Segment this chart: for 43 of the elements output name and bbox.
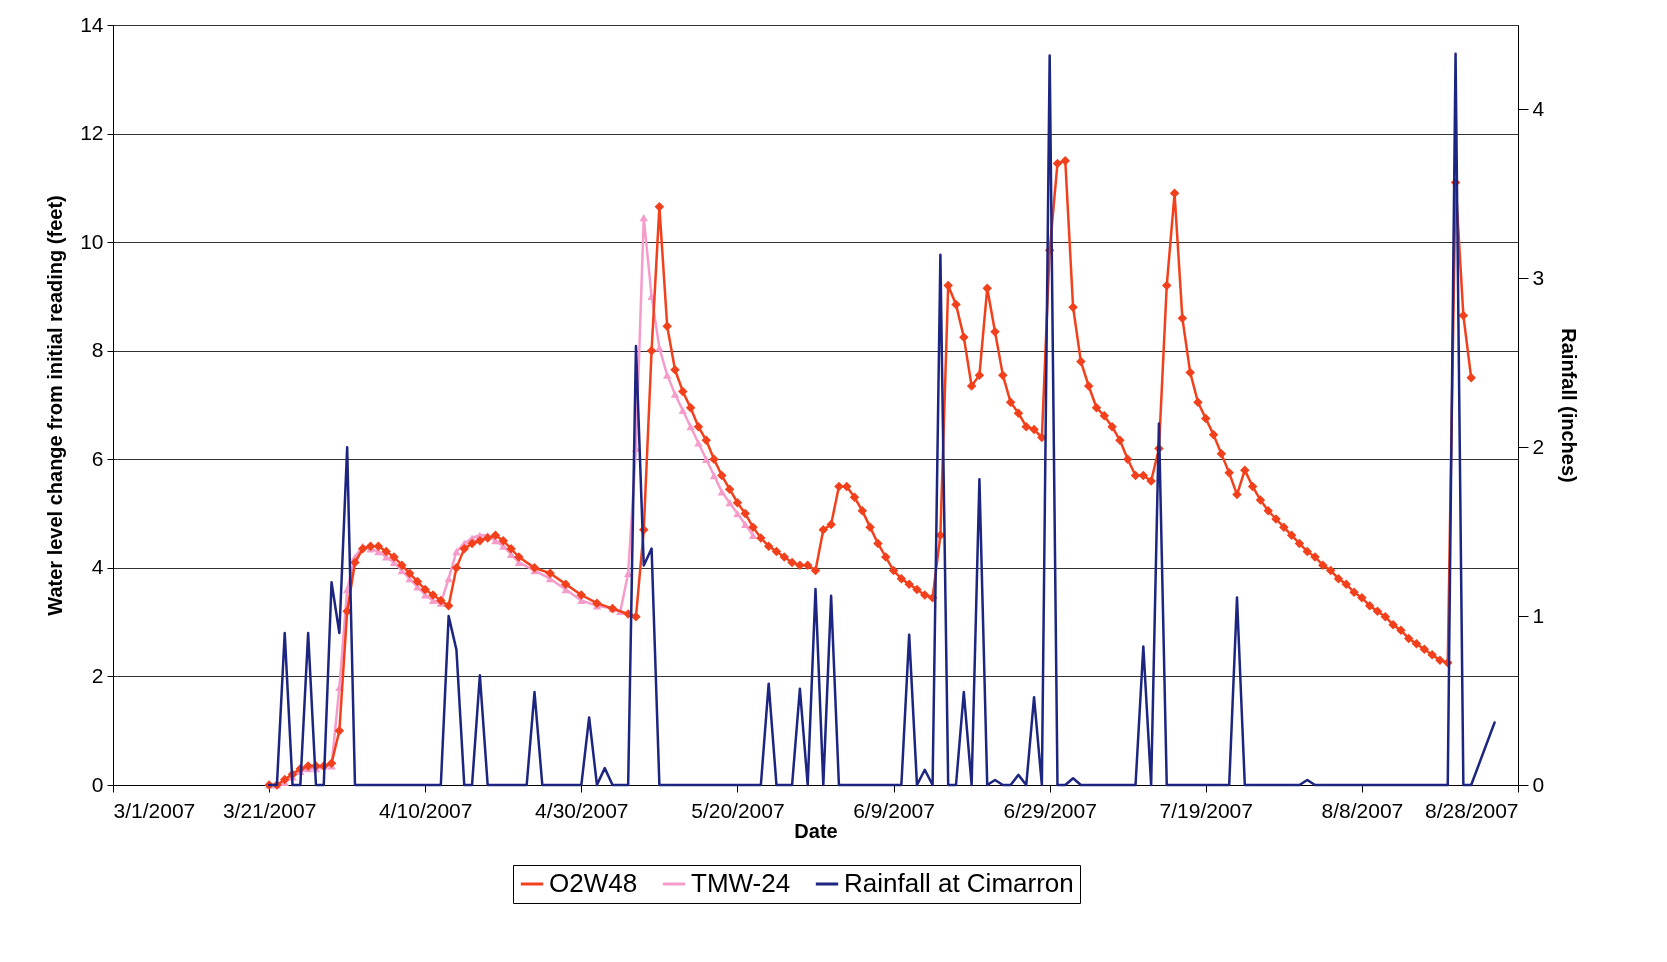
y-tick-label: 0	[91, 772, 104, 796]
y-tick-label: 12	[80, 121, 104, 145]
point	[694, 439, 703, 447]
point	[748, 531, 758, 539]
y2-axis-title: Rainfall (inches)	[1558, 328, 1581, 483]
x-tick-label: 8/28/2007	[1425, 798, 1519, 822]
y-tick-label: 6	[91, 446, 104, 470]
x-tick-label: 3/1/2007	[113, 798, 196, 822]
point	[709, 471, 719, 480]
legend-label: Rainfall at Cimarron	[844, 868, 1074, 898]
point	[639, 214, 648, 222]
x-tick-label: 4/10/2007	[379, 798, 473, 822]
point	[663, 371, 672, 379]
x-tick-label: 4/30/2007	[535, 798, 629, 822]
point	[670, 390, 680, 398]
point	[702, 455, 711, 463]
point	[725, 499, 734, 507]
point	[444, 575, 453, 583]
y2-tick-label: 4	[1532, 96, 1545, 120]
y-tick-label: 10	[80, 229, 104, 253]
y-axis-title: Water level change from initial reading (feet)	[44, 195, 67, 616]
x-tick-label: 8/8/2007	[1321, 798, 1404, 822]
legend-label: TMW-24	[691, 868, 791, 898]
x-tick-label: 7/19/2007	[1159, 798, 1253, 822]
y-tick-label: 4	[91, 555, 104, 579]
y2-tick-label: 3	[1532, 265, 1545, 289]
x-tick-label: 3/21/2007	[222, 798, 317, 822]
point	[741, 520, 750, 529]
point	[686, 423, 695, 431]
y2-tick-label: 2	[1532, 434, 1545, 458]
y-tick-label: 14	[80, 12, 104, 36]
y-tick-label: 8	[91, 338, 104, 362]
x-tick-label: 5/20/2007	[691, 798, 785, 822]
y2-tick-label: 1	[1532, 603, 1545, 627]
y-tick-label: 2	[91, 663, 104, 687]
y2-tick-label: 0	[1532, 772, 1545, 796]
x-tick-label: 6/9/2007	[853, 798, 935, 822]
x-axis-title: Date	[794, 819, 838, 842]
point	[452, 547, 461, 556]
legend-label: O2W48	[549, 868, 638, 898]
x-tick-label: 6/29/2007	[1003, 798, 1097, 822]
point	[678, 406, 687, 415]
point	[733, 509, 742, 518]
